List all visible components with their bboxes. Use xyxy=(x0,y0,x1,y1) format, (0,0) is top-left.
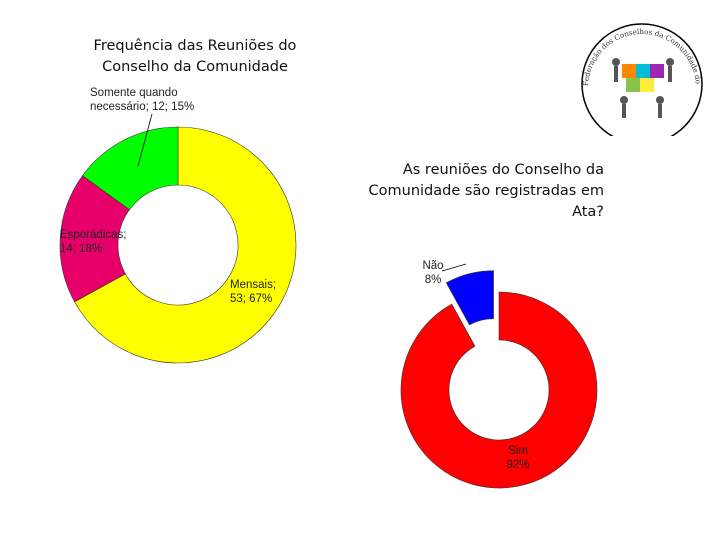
puzzle-piece-cyan xyxy=(636,64,650,78)
chart-2-title: As reuniões do Conselho da Comunidade sã… xyxy=(368,162,604,220)
data-label-esporadicas: Esporádicas; 14; 18% xyxy=(60,229,127,255)
slice-somente-quando-necess-rio xyxy=(82,126,179,211)
puzzle-piece-yellow xyxy=(640,78,654,92)
people-figures xyxy=(612,58,674,118)
chart-1-title: Frequência das Reuniões do Conselho da C… xyxy=(93,38,297,75)
leader-line-nao xyxy=(441,263,467,272)
donut-chart-ata xyxy=(400,270,598,489)
slice-n-o xyxy=(445,270,494,326)
data-label-nao: Não 8% xyxy=(422,260,444,286)
donut-chart-frequencia xyxy=(59,126,297,364)
puzzle-piece-green xyxy=(626,78,640,92)
data-label-mensais: Mensais; 53; 67% xyxy=(230,279,277,305)
leader-line-somente xyxy=(137,113,153,167)
puzzle-piece-purple xyxy=(650,64,664,78)
label-leader-lines xyxy=(137,113,467,272)
federation-logo: Federação dos Conselhos da Comunidade do… xyxy=(578,18,703,136)
data-label-sim: Sim 92% xyxy=(506,445,530,471)
data-label-somente: Somente quando necessário; 12; 15% xyxy=(90,87,195,113)
slice-mensais xyxy=(74,126,297,364)
puzzle-piece-orange xyxy=(622,64,636,78)
slice-sim xyxy=(400,291,598,489)
